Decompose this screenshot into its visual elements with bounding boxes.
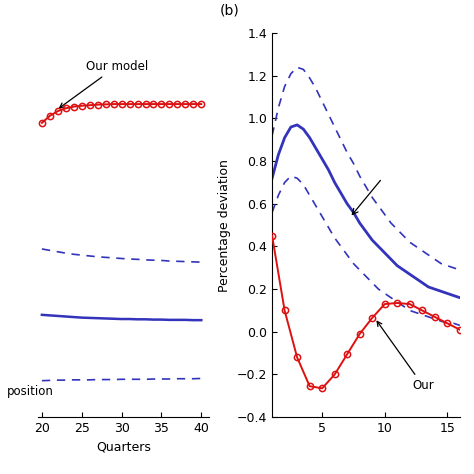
Text: Our model: Our model <box>60 60 148 108</box>
Text: position: position <box>7 385 54 398</box>
Text: Our: Our <box>377 321 434 392</box>
X-axis label: Quarters: Quarters <box>96 440 151 454</box>
Y-axis label: Percentage deviation: Percentage deviation <box>219 159 231 292</box>
Text: (b): (b) <box>219 4 239 18</box>
